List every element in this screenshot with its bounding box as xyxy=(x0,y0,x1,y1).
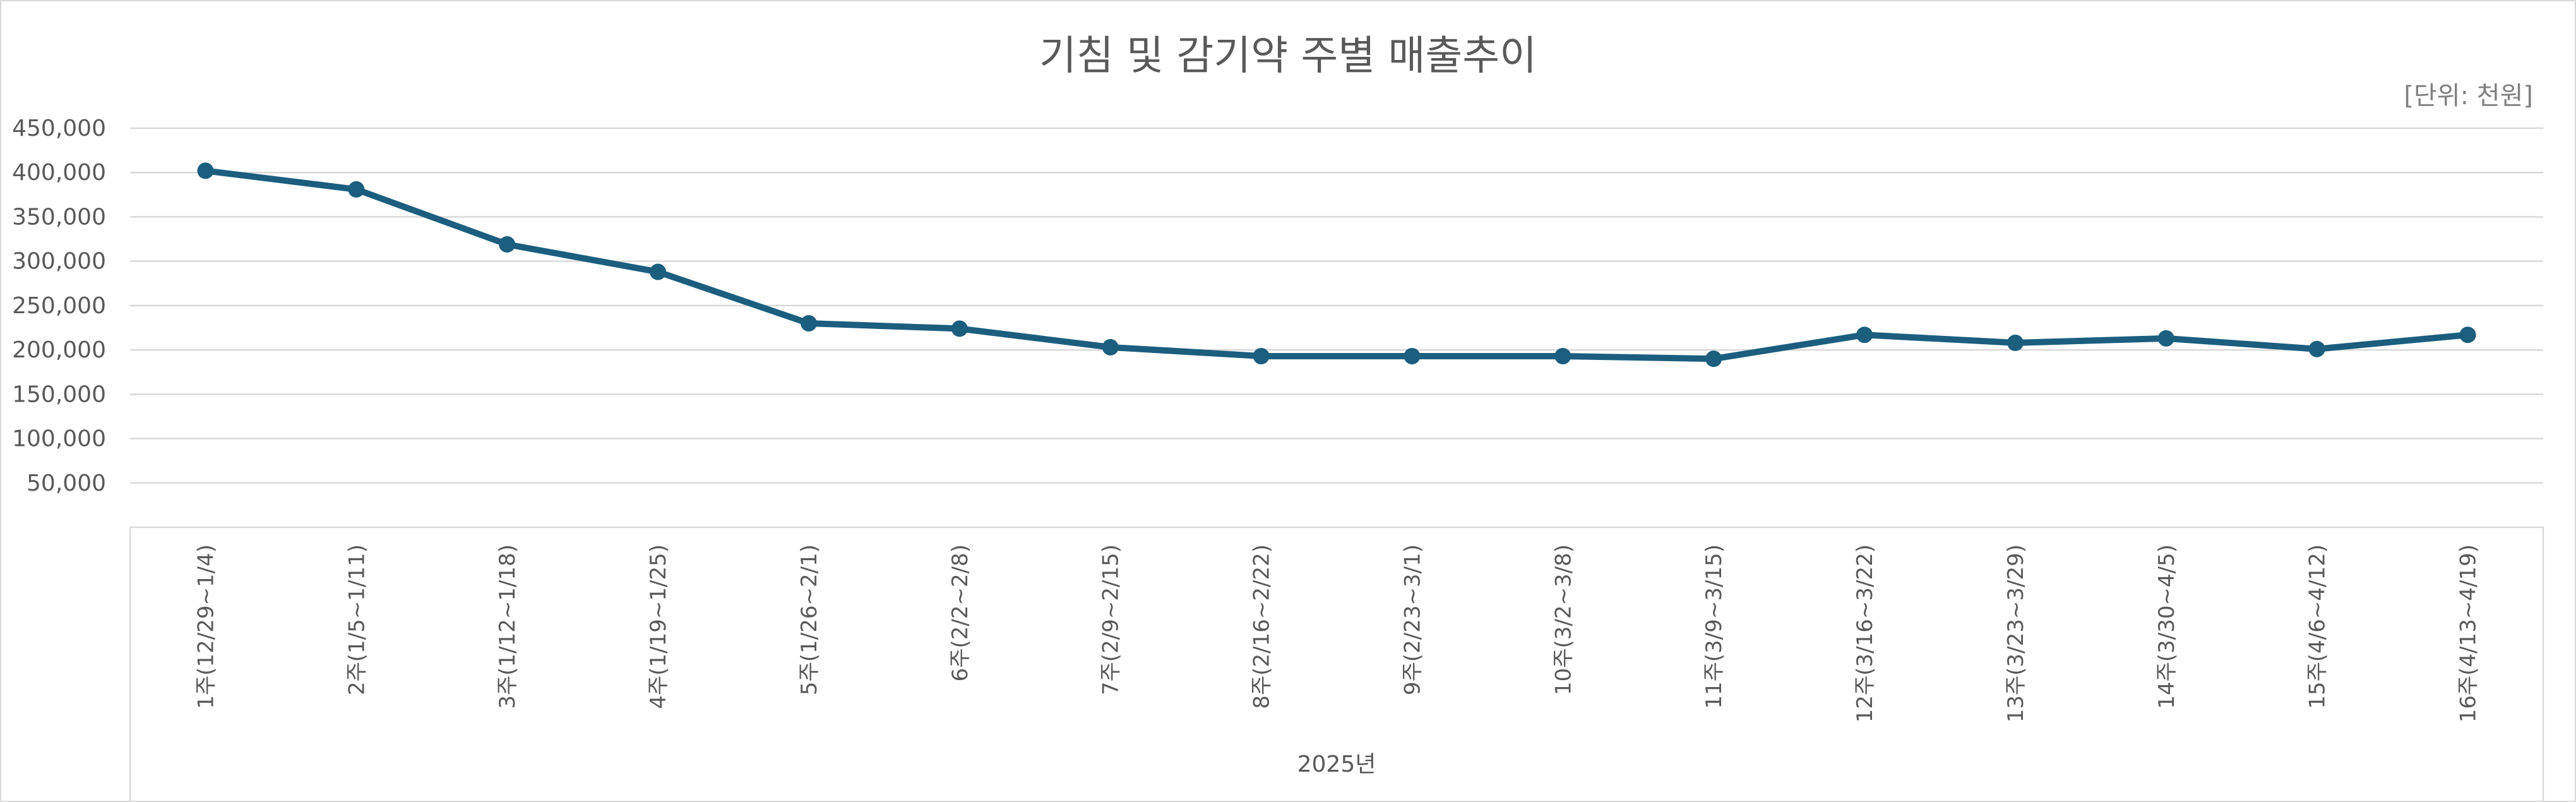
chart-title: 기침 및 감기약 주별 매출추이 xyxy=(1039,33,1537,80)
x-tick-label: 2주(1/5~1/11) xyxy=(344,544,369,695)
x-tick-label: 12주(3/16~3/22) xyxy=(1852,544,1878,722)
unit-label: [단위: 천원] xyxy=(2404,81,2533,111)
x-tick-label: 7주(2/9~2/15) xyxy=(1099,544,1124,695)
data-point xyxy=(1705,350,1722,368)
x-tick-label: 16주(4/13~4/19) xyxy=(2456,544,2481,722)
y-tick-label: 300,000 xyxy=(12,249,106,275)
x-tick-label: 11주(3/9~3/15) xyxy=(1702,544,1727,709)
x-tick-label: 5주(1/26~2/1) xyxy=(797,544,822,695)
data-point xyxy=(1856,326,1873,344)
x-tick-label: 10주(3/2~3/8) xyxy=(1551,544,1576,695)
data-point xyxy=(800,314,817,332)
x-tick-label: 13주(3/23~3/29) xyxy=(2003,544,2029,722)
y-tick-label: 50,000 xyxy=(27,470,106,496)
category-axis-box xyxy=(129,526,2544,802)
data-point xyxy=(1253,347,1270,364)
x-tick-label: 4주(1/19~1/25) xyxy=(646,544,671,709)
y-tick-label: 250,000 xyxy=(12,293,106,319)
x-tick-label: 6주(2/2~2/8) xyxy=(948,544,973,681)
data-point xyxy=(348,181,365,198)
y-tick-label: 200,000 xyxy=(12,337,106,363)
data-point xyxy=(2308,340,2325,357)
data-point xyxy=(499,236,516,253)
y-tick-label: 150,000 xyxy=(12,381,106,407)
x-axis-group-label: 2025년 xyxy=(1297,751,1376,777)
data-point xyxy=(2459,326,2476,344)
series-line-sales xyxy=(202,167,2471,362)
data-point xyxy=(2007,334,2024,351)
series-points xyxy=(197,162,2476,368)
y-tick-label: 400,000 xyxy=(12,160,106,186)
gridlines xyxy=(130,127,2543,484)
data-point xyxy=(650,263,667,280)
data-point xyxy=(1102,338,1119,356)
x-axis-ticks: 1주(12/29~1/4) 2주(1/5~1/11) 3주(1/12~1/18) 4주… xyxy=(193,544,2481,722)
x-tick-label: 1주(12/29~1/4) xyxy=(193,544,218,709)
data-point xyxy=(2157,330,2174,347)
x-tick-label: 14주(3/30~4/5) xyxy=(2154,544,2179,709)
y-axis-ticks: 50,000 100,000 150,000 200,000 250,000 300,00… xyxy=(12,116,106,496)
data-point xyxy=(1404,347,1421,364)
x-tick-label: 15주(4/6~4/12) xyxy=(2305,544,2330,709)
x-tick-label: 9주(2/23~3/1) xyxy=(1400,544,1425,695)
y-tick-label: 450,000 xyxy=(12,116,106,141)
data-point xyxy=(1554,347,1571,364)
y-tick-label: 350,000 xyxy=(12,204,106,230)
data-point xyxy=(197,162,214,179)
x-tick-label: 3주(1/12~1/18) xyxy=(495,544,520,709)
data-point xyxy=(951,320,968,337)
x-tick-label: 8주(2/16~2/22) xyxy=(1249,544,1275,709)
y-tick-label: 100,000 xyxy=(12,426,106,452)
